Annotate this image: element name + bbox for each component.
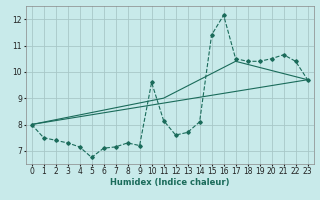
X-axis label: Humidex (Indice chaleur): Humidex (Indice chaleur) xyxy=(110,178,229,187)
